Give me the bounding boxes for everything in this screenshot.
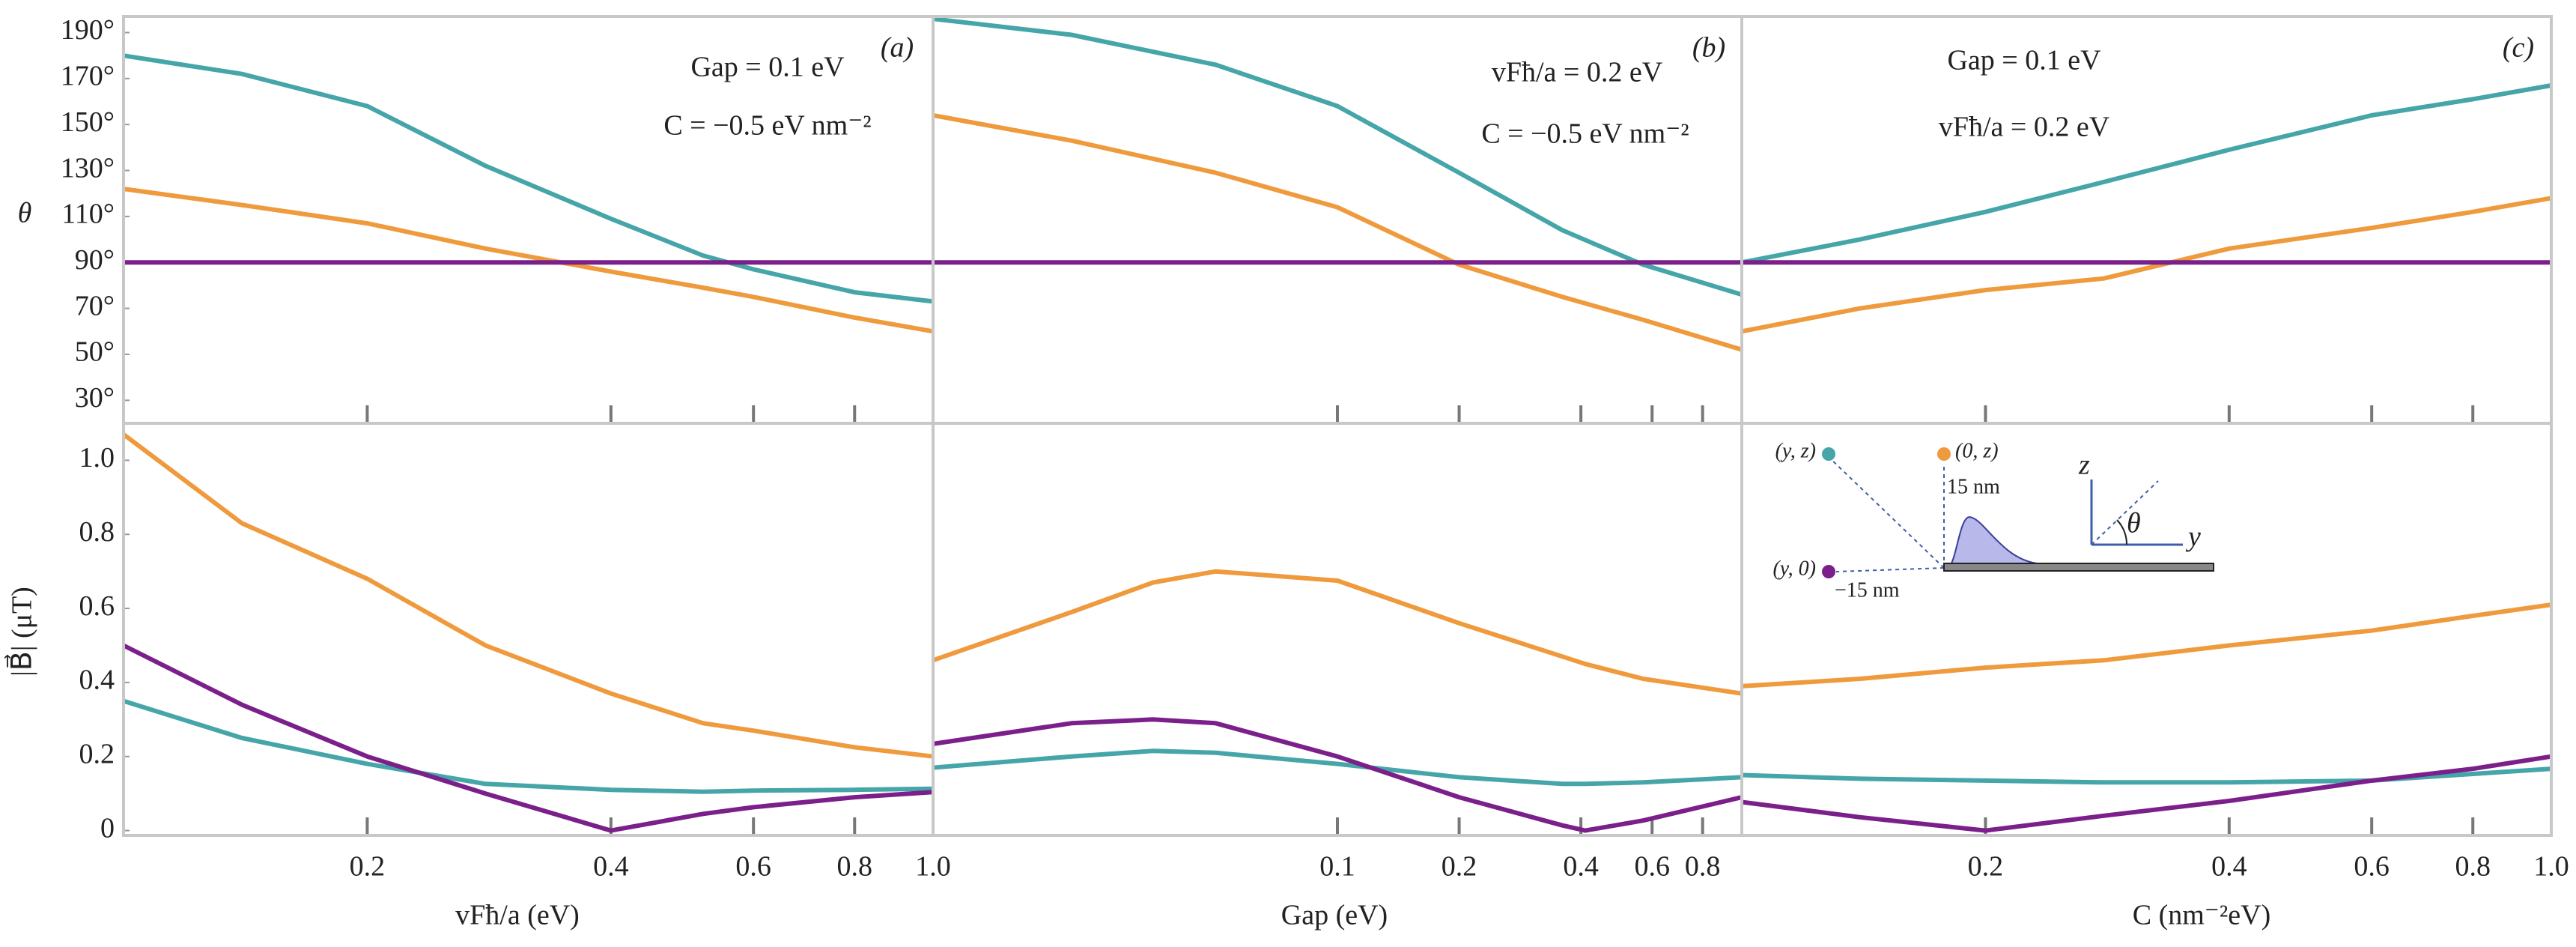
y-tick-label: 30° [75, 382, 115, 414]
panel: (c) Gap = 0.1 eV vFħ/a = 0.2 eV [1740, 15, 2553, 425]
x-tick-label: 1.0 [2533, 851, 2569, 883]
panel: 30° 50° 70° 90° 110° 130° 150° 170° 190° (a) Gap =… [18, 14, 935, 425]
x-tick-label: 0.8 [2455, 851, 2491, 883]
y-tick-label: 70° [75, 290, 115, 321]
inset-direction [2091, 480, 2159, 545]
inset-axes [2090, 479, 2183, 546]
inset-arrows [1828, 456, 1945, 572]
annotation: C = −0.5 eV nm⁻² [663, 110, 871, 142]
x-tick-label: 0.4 [2211, 851, 2247, 883]
y-axis-label: θ [18, 198, 32, 229]
x-tick-label: 0.4 [593, 851, 629, 883]
inset-label: −15 nm [1835, 578, 1900, 602]
panel-label: (b) [1692, 32, 1725, 64]
panel: (b) vFħ/a = 0.2 eV C = −0.5 eV nm⁻² [932, 15, 1743, 425]
x-tick-label: 0.6 [1634, 851, 1670, 883]
y-tick-label: 50° [75, 336, 115, 368]
annotation: vFħ/a = 0.2 eV [1939, 112, 2110, 143]
y-tick-label: 170° [61, 61, 115, 92]
line [122, 432, 934, 759]
panel: 0.2 0.4 0.6 0.8 1.0 0 0.2 0.4 0.6 0.8 1.0 vFħ/a (eV… [4, 422, 951, 931]
x-tick-label: 0.2 [350, 851, 386, 883]
annotation: vFħ/a = 0.2 eV [1492, 57, 1663, 88]
x-tick-label: 0.4 [1563, 851, 1599, 883]
inset-label: 15 nm [1947, 475, 2000, 498]
inset-strip [1943, 563, 2214, 572]
x-tick-label: 0.6 [735, 851, 771, 883]
x-axis-label: Gap (eV) [1281, 900, 1388, 931]
x-tick-label: 0.8 [1685, 851, 1721, 883]
line [1741, 83, 2552, 265]
y-tick-label: 1.0 [79, 442, 115, 474]
line [1741, 754, 2552, 833]
x-tick-label: 1.0 [915, 851, 951, 883]
annotation: C = −0.5 eV nm⁻² [1481, 118, 1689, 150]
panel-frame [932, 422, 1743, 837]
x-tick-label: 0.2 [1442, 851, 1477, 883]
line [122, 643, 934, 833]
panel-frame [122, 422, 935, 837]
line [1741, 766, 2552, 785]
y-tick-label: 0.6 [79, 590, 115, 622]
y-tick-label: 150° [61, 106, 115, 138]
inset-dot [1822, 447, 1835, 461]
y-tick-label: 190° [61, 14, 115, 46]
line [932, 717, 1743, 833]
line [932, 112, 1743, 352]
y-axis-label: |B⃗| (μT) [4, 587, 38, 677]
y-tick-label: 110° [61, 199, 115, 230]
x-axis-label: vFħ/a (eV) [455, 900, 580, 931]
y-tick-label: 0.2 [79, 738, 115, 769]
x-axis-label: C (nm⁻²eV) [2133, 900, 2270, 931]
line [123, 698, 934, 794]
line [123, 187, 934, 334]
inset-arc [2116, 519, 2128, 545]
line [932, 16, 1743, 297]
annotation: Gap = 0.1 eV [690, 52, 845, 83]
y-tick-label: 90° [75, 244, 115, 276]
line [123, 53, 934, 304]
x-tick-label: 0.2 [1968, 851, 2004, 883]
inset-label: θ [2127, 508, 2141, 539]
y-tick-label: 130° [61, 152, 115, 184]
inset-dot [1822, 565, 1835, 578]
inset-label: z [2078, 450, 2090, 481]
line [932, 569, 1743, 696]
panel: 0.1 0.2 0.4 0.6 0.8 Gap (eV) [932, 422, 1743, 931]
line [932, 748, 1743, 787]
inset-dot [1937, 447, 1951, 461]
inset-peak [1946, 515, 2172, 569]
annotation: Gap = 0.1 eV [1947, 45, 2101, 76]
y-tick-label: 0.8 [79, 516, 115, 548]
panel: 0.2 0.4 0.6 0.8 1.0 C (nm⁻²eV) [1740, 422, 2569, 931]
x-tick-label: 0.8 [836, 851, 872, 883]
line [1741, 196, 2552, 334]
inset-label: (0, z) [1955, 439, 1999, 462]
y-tick-label: 0.4 [79, 665, 115, 696]
x-tick-label: 0.1 [1319, 851, 1355, 883]
inset: (y, z) (0, z) 15 nm (y, 0) −15 nm z y θ [1772, 439, 2214, 602]
panel-label: (a) [881, 32, 914, 64]
line [1741, 602, 2552, 689]
x-tick-label: 0.6 [2354, 851, 2390, 883]
y-tick-label: 0 [100, 812, 115, 844]
inset-label: (y, z) [1775, 439, 1816, 462]
inset-label: y [2185, 521, 2201, 553]
panel-label: (c) [2503, 32, 2534, 64]
panel-frame [122, 15, 935, 425]
inset-label: (y, 0) [1772, 557, 1816, 580]
